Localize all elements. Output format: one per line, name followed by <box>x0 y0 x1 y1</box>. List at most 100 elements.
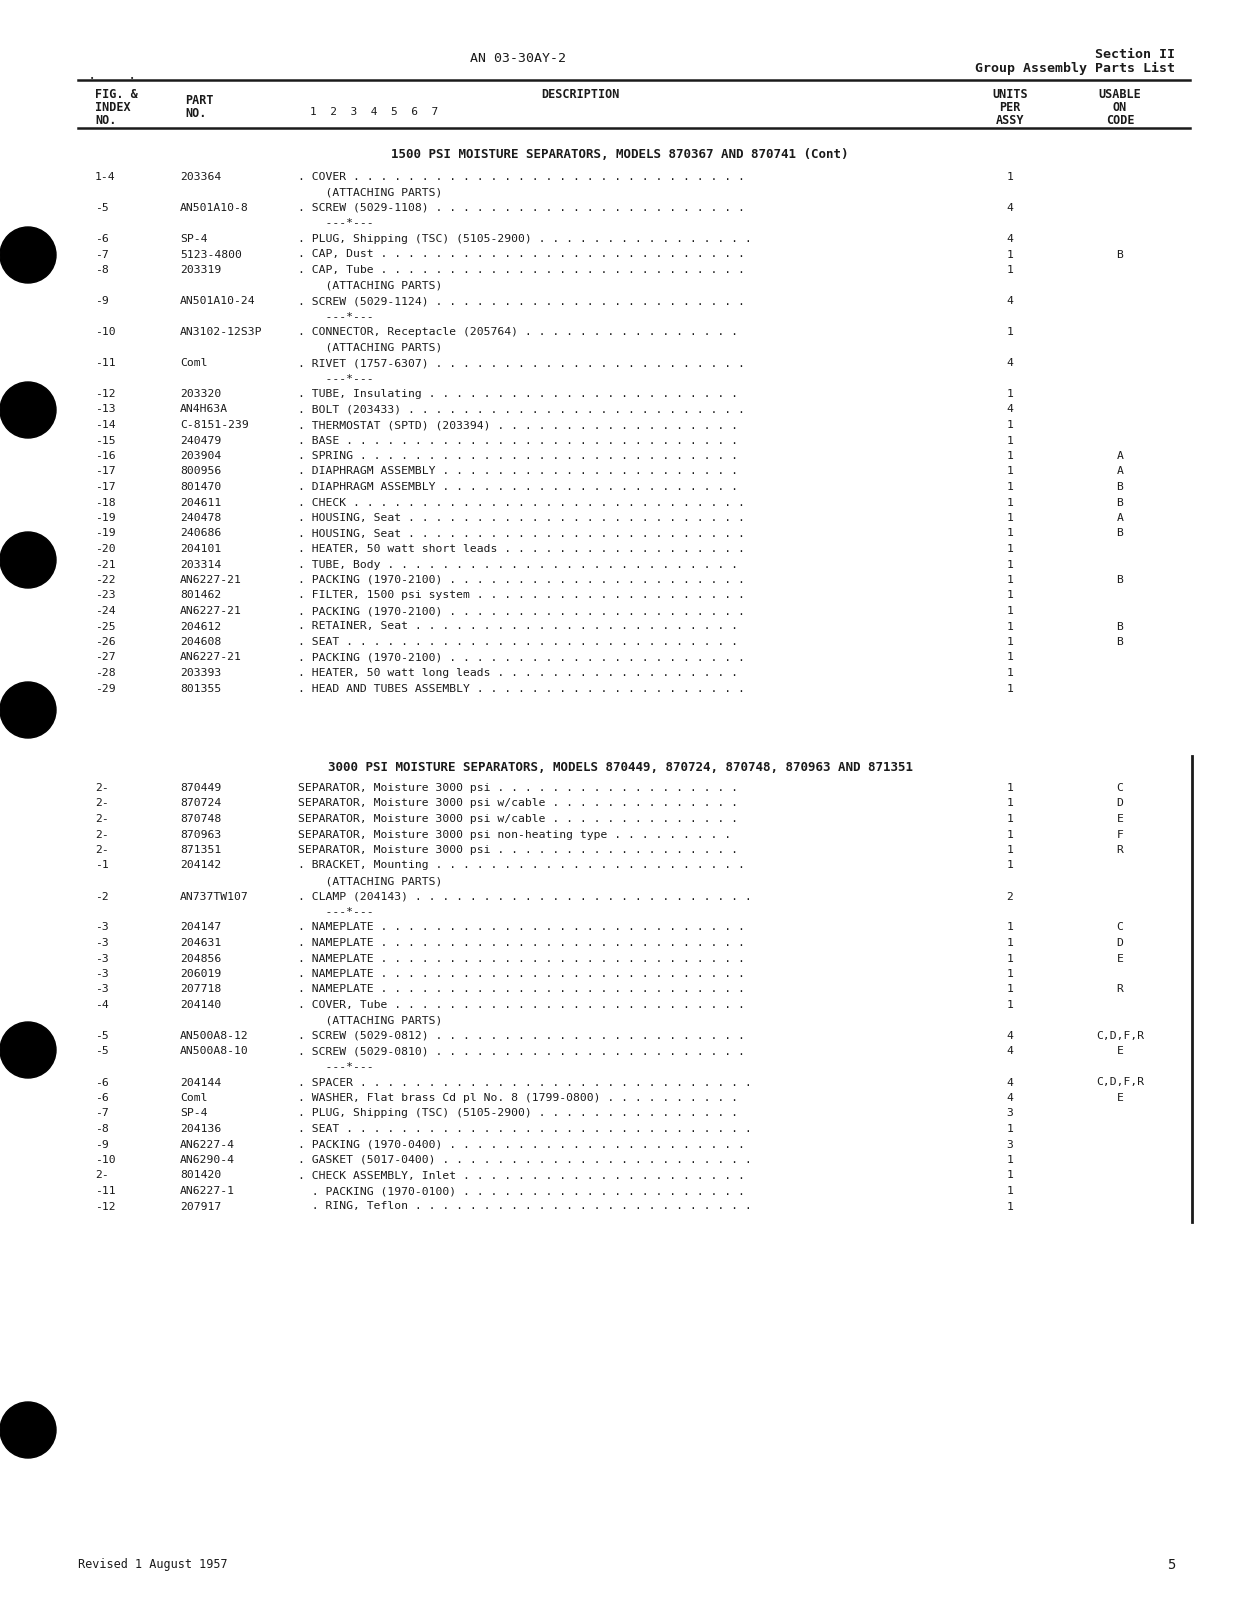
Text: 1500 PSI MOISTURE SEPARATORS, MODELS 870367 AND 870741 (Cont): 1500 PSI MOISTURE SEPARATORS, MODELS 870… <box>392 149 848 161</box>
Text: . PACKING (1970-2100) . . . . . . . . . . . . . . . . . . . . . .: . PACKING (1970-2100) . . . . . . . . . … <box>298 575 751 585</box>
Text: FIG. &: FIG. & <box>95 88 138 101</box>
Text: CODE: CODE <box>1106 113 1135 128</box>
Text: -12: -12 <box>95 1201 115 1212</box>
Circle shape <box>0 227 56 283</box>
Text: -24: -24 <box>95 605 115 616</box>
Text: B: B <box>1116 482 1123 492</box>
Circle shape <box>0 682 56 738</box>
Text: . FILTER, 1500 psi system . . . . . . . . . . . . . . . . . . . .: . FILTER, 1500 psi system . . . . . . . … <box>298 591 751 600</box>
Text: 4: 4 <box>1007 1078 1013 1088</box>
Text: . RIVET (1757-6307) . . . . . . . . . . . . . . . . . . . . . . .: . RIVET (1757-6307) . . . . . . . . . . … <box>298 358 745 367</box>
Text: -10: -10 <box>95 327 115 337</box>
Text: 1: 1 <box>1007 845 1013 854</box>
Text: (ATTACHING PARTS): (ATTACHING PARTS) <box>298 877 443 886</box>
Text: 1: 1 <box>1007 668 1013 679</box>
Text: . HOUSING, Seat . . . . . . . . . . . . . . . . . . . . . . . . .: . HOUSING, Seat . . . . . . . . . . . . … <box>298 513 751 522</box>
Text: 1: 1 <box>1007 1171 1013 1180</box>
Text: B: B <box>1116 637 1123 647</box>
Text: C,D,F,R: C,D,F,R <box>1096 1078 1145 1088</box>
Text: -18: -18 <box>95 498 115 508</box>
Text: UNITS: UNITS <box>992 88 1028 101</box>
Circle shape <box>0 1402 56 1458</box>
Text: . HEAD AND TUBES ASSEMBLY . . . . . . . . . . . . . . . . . . . .: . HEAD AND TUBES ASSEMBLY . . . . . . . … <box>298 684 751 693</box>
Text: (ATTACHING PARTS): (ATTACHING PARTS) <box>298 187 443 198</box>
Text: PER: PER <box>999 101 1021 113</box>
Text: 4: 4 <box>1007 203 1013 212</box>
Text: -7: -7 <box>95 1108 109 1118</box>
Text: 1: 1 <box>1007 420 1013 430</box>
Text: A: A <box>1116 450 1123 462</box>
Text: -20: -20 <box>95 545 115 554</box>
Text: (ATTACHING PARTS): (ATTACHING PARTS) <box>298 1016 443 1025</box>
Text: ON: ON <box>1112 101 1127 113</box>
Text: AN3102-12S3P: AN3102-12S3P <box>180 327 263 337</box>
Text: 1: 1 <box>1007 591 1013 600</box>
Text: 1: 1 <box>1007 1187 1013 1196</box>
Text: 204136: 204136 <box>180 1124 221 1134</box>
Text: -11: -11 <box>95 1187 115 1196</box>
Text: 870963: 870963 <box>180 829 221 840</box>
Text: 1: 1 <box>1007 798 1013 808</box>
Text: . PACKING (1970-0400) . . . . . . . . . . . . . . . . . . . . . .: . PACKING (1970-0400) . . . . . . . . . … <box>298 1140 745 1150</box>
Text: 1: 1 <box>1007 545 1013 554</box>
Text: -6: -6 <box>95 235 109 244</box>
Text: 240686: 240686 <box>180 529 221 538</box>
Text: 1: 1 <box>1007 513 1013 522</box>
Text: . PLUG, Shipping (TSC) (5105-2900) . . . . . . . . . . . . . . . .: . PLUG, Shipping (TSC) (5105-2900) . . .… <box>298 235 751 244</box>
Text: AN6227-21: AN6227-21 <box>180 605 242 616</box>
Text: . SEAT . . . . . . . . . . . . . . . . . . . . . . . . . . . . . .: . SEAT . . . . . . . . . . . . . . . . .… <box>298 1124 751 1134</box>
Text: . CAP, Tube . . . . . . . . . . . . . . . . . . . . . . . . . . .: . CAP, Tube . . . . . . . . . . . . . . … <box>298 265 745 275</box>
Text: B: B <box>1116 249 1123 259</box>
Text: -3: -3 <box>95 969 109 979</box>
Text: -27: -27 <box>95 653 115 663</box>
Text: SP-4: SP-4 <box>180 235 207 244</box>
Text: 1  2  3  4  5  6  7: 1 2 3 4 5 6 7 <box>310 107 438 117</box>
Text: . CHECK . . . . . . . . . . . . . . . . . . . . . . . . . . . . .: . CHECK . . . . . . . . . . . . . . . . … <box>298 498 751 508</box>
Text: 801470: 801470 <box>180 482 221 492</box>
Text: -21: -21 <box>95 559 115 570</box>
Text: B: B <box>1116 575 1123 585</box>
Text: Revised 1 August 1957: Revised 1 August 1957 <box>78 1559 228 1571</box>
Text: E: E <box>1116 1046 1123 1057</box>
Text: 1: 1 <box>1007 861 1013 870</box>
Text: . WASHER, Flat brass Cd pl No. 8 (1799-0800) . . . . . . . . . .: . WASHER, Flat brass Cd pl No. 8 (1799-0… <box>298 1092 738 1104</box>
Text: D: D <box>1116 937 1123 949</box>
Text: 203364: 203364 <box>180 172 221 182</box>
Text: 2-: 2- <box>95 1171 109 1180</box>
Text: . PACKING (1970-2100) . . . . . . . . . . . . . . . . . . . . . .: . PACKING (1970-2100) . . . . . . . . . … <box>298 653 751 663</box>
Text: . BRACKET, Mounting . . . . . . . . . . . . . . . . . . . . . . .: . BRACKET, Mounting . . . . . . . . . . … <box>298 861 745 870</box>
Text: -9: -9 <box>95 295 109 307</box>
Text: 207917: 207917 <box>180 1201 221 1212</box>
Text: -3: -3 <box>95 923 109 933</box>
Text: . CLAMP (204143) . . . . . . . . . . . . . . . . . . . . . . . . .: . CLAMP (204143) . . . . . . . . . . . .… <box>298 891 751 901</box>
Text: -28: -28 <box>95 668 115 679</box>
Text: 1: 1 <box>1007 249 1013 259</box>
Text: -9: -9 <box>95 1140 109 1150</box>
Text: -16: -16 <box>95 450 115 462</box>
Text: •: • <box>91 77 94 81</box>
Text: -5: -5 <box>95 203 109 212</box>
Text: 1: 1 <box>1007 1201 1013 1212</box>
Text: . THERMOSTAT (SPTD) (203394) . . . . . . . . . . . . . . . . . .: . THERMOSTAT (SPTD) (203394) . . . . . .… <box>298 420 745 430</box>
Text: . PACKING (1970-0100) . . . . . . . . . . . . . . . . . . . . .: . PACKING (1970-0100) . . . . . . . . . … <box>298 1187 745 1196</box>
Text: 240478: 240478 <box>180 513 221 522</box>
Text: AN6227-21: AN6227-21 <box>180 575 242 585</box>
Text: Group Assembly Parts List: Group Assembly Parts List <box>975 62 1176 75</box>
Text: R: R <box>1116 984 1123 995</box>
Text: 1: 1 <box>1007 923 1013 933</box>
Text: -29: -29 <box>95 684 115 693</box>
Text: ---*---: ---*--- <box>298 311 373 321</box>
Text: . NAMEPLATE . . . . . . . . . . . . . . . . . . . . . . . . . . .: . NAMEPLATE . . . . . . . . . . . . . . … <box>298 937 745 949</box>
Text: 1: 1 <box>1007 953 1013 963</box>
Text: 870724: 870724 <box>180 798 221 808</box>
Text: SP-4: SP-4 <box>180 1108 207 1118</box>
Text: 2: 2 <box>1007 891 1013 901</box>
Text: AN6290-4: AN6290-4 <box>180 1155 236 1164</box>
Text: B: B <box>1116 621 1123 631</box>
Text: B: B <box>1116 529 1123 538</box>
Text: SEPARATOR, Moisture 3000 psi non-heating type . . . . . . . . .: SEPARATOR, Moisture 3000 psi non-heating… <box>298 829 738 840</box>
Text: 5: 5 <box>1167 1559 1176 1571</box>
Text: . DIAPHRAGM ASSEMBLY . . . . . . . . . . . . . . . . . . . . . .: . DIAPHRAGM ASSEMBLY . . . . . . . . . .… <box>298 482 745 492</box>
Text: 3: 3 <box>1007 1108 1013 1118</box>
Text: 204608: 204608 <box>180 637 221 647</box>
